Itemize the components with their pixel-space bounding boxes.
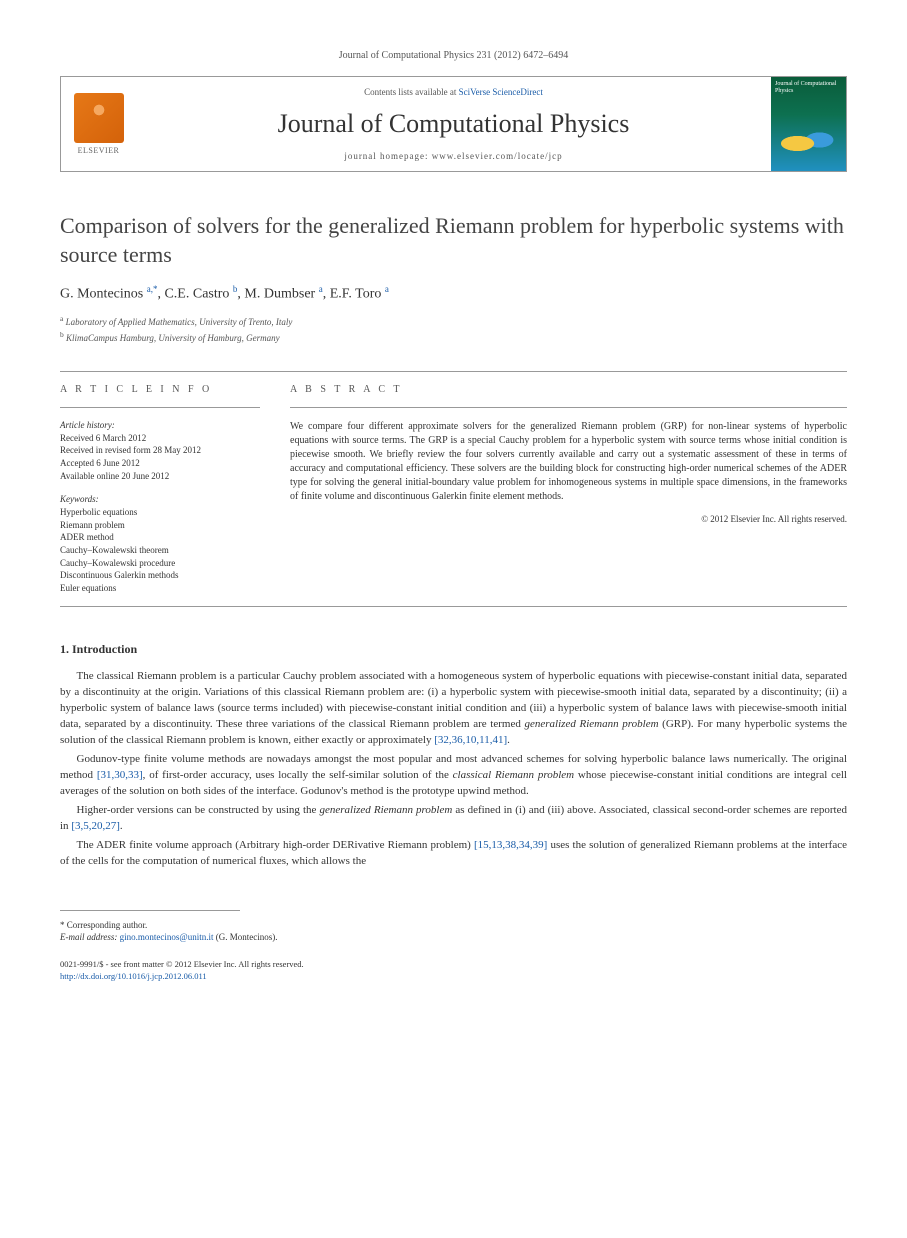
abstract-text: We compare four different approximate so…	[290, 420, 847, 504]
contents-prefix: Contents lists available at	[364, 87, 458, 97]
abstract-copyright: © 2012 Elsevier Inc. All rights reserved…	[290, 514, 847, 524]
elsevier-tree-icon	[74, 93, 124, 143]
affiliation-line: a Laboratory of Applied Mathematics, Uni…	[60, 313, 847, 330]
publisher-logo[interactable]: ELSEVIER	[61, 77, 136, 171]
cover-graphic-icon	[781, 126, 836, 161]
ref-link[interactable]: [31,30,33]	[97, 769, 143, 781]
journal-header: ELSEVIER Contents lists available at Sci…	[60, 76, 847, 172]
history-label: Article history:	[60, 420, 260, 430]
page-container: Journal of Computational Physics 231 (20…	[0, 0, 907, 1023]
affiliations-block: a Laboratory of Applied Mathematics, Uni…	[60, 313, 847, 346]
article-title: Comparison of solvers for the generalize…	[60, 212, 847, 269]
article-info-column: A R T I C L E I N F O Article history: R…	[60, 371, 260, 607]
keywords-label: Keywords:	[60, 494, 260, 504]
sciencedirect-link[interactable]: SciVerse ScienceDirect	[459, 87, 543, 97]
abstract-column: A B S T R A C T We compare four differen…	[290, 372, 847, 607]
ref-link[interactable]: [3,5,20,27]	[71, 820, 120, 832]
corresponding-author-note: * Corresponding author. E-mail address: …	[60, 919, 847, 944]
author-email-link[interactable]: gino.montecinos@unitn.it	[120, 932, 214, 942]
section-1-heading: 1. Introduction	[60, 642, 847, 657]
footer-separator	[60, 910, 240, 919]
abstract-heading: A B S T R A C T	[290, 384, 847, 408]
info-abstract-row: A R T I C L E I N F O Article history: R…	[60, 371, 847, 608]
issn-line: 0021-9991/$ - see front matter © 2012 El…	[60, 959, 847, 971]
journal-cover-thumbnail[interactable]: Journal of Computational Physics	[771, 77, 846, 171]
ref-link[interactable]: [32,36,10,11,41]	[434, 734, 507, 746]
ref-link[interactable]: [15,13,38,34,39]	[474, 839, 547, 851]
journal-homepage[interactable]: journal homepage: www.elsevier.com/locat…	[156, 151, 751, 161]
author-list: G. Montecinos a,*, C.E. Castro b, M. Dum…	[60, 284, 847, 303]
corr-label: * Corresponding author.	[60, 919, 847, 932]
contents-available-line: Contents lists available at SciVerse Sci…	[156, 87, 751, 97]
intro-para-1: The classical Riemann problem is a parti…	[60, 669, 847, 749]
header-center: Contents lists available at SciVerse Sci…	[136, 77, 771, 171]
doi-link[interactable]: http://dx.doi.org/10.1016/j.jcp.2012.06.…	[60, 971, 207, 981]
intro-para-4: The ADER finite volume approach (Arbitra…	[60, 838, 847, 870]
bottom-meta: 0021-9991/$ - see front matter © 2012 El…	[60, 959, 847, 983]
journal-title: Journal of Computational Physics	[156, 109, 751, 139]
affiliation-line: b KlimaCampus Hamburg, University of Ham…	[60, 329, 847, 346]
keywords-block: Keywords: Hyperbolic equationsRiemann pr…	[60, 494, 260, 594]
keywords-text: Hyperbolic equationsRiemann problemADER …	[60, 506, 260, 594]
email-line: E-mail address: gino.montecinos@unitn.it…	[60, 931, 847, 944]
journal-reference: Journal of Computational Physics 231 (20…	[60, 50, 847, 61]
history-text: Received 6 March 2012Received in revised…	[60, 432, 260, 482]
publisher-name: ELSEVIER	[78, 146, 120, 155]
introduction-body: The classical Riemann problem is a parti…	[60, 669, 847, 869]
cover-title: Journal of Computational Physics	[771, 77, 846, 98]
intro-para-2: Godunov-type finite volume methods are n…	[60, 752, 847, 800]
article-info-heading: A R T I C L E I N F O	[60, 384, 260, 408]
intro-para-3: Higher-order versions can be constructed…	[60, 803, 847, 835]
